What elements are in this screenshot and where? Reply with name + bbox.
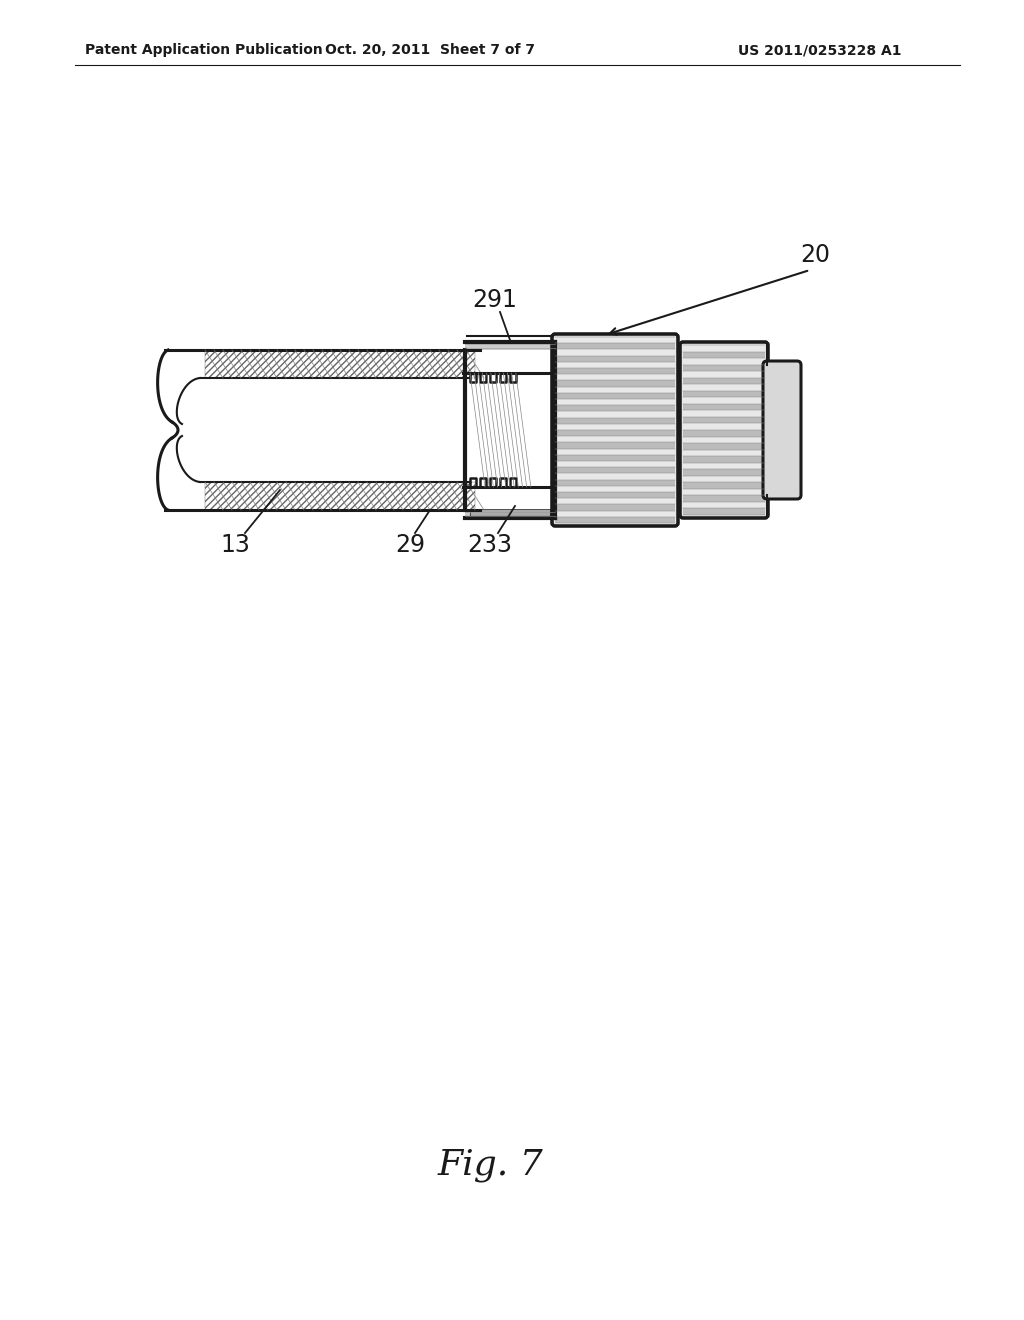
Bar [683,482,765,488]
Bar [555,498,675,504]
Bar [555,449,675,455]
Bar [683,437,765,444]
Text: Oct. 20, 2011  Sheet 7 of 7: Oct. 20, 2011 Sheet 7 of 7 [325,44,535,57]
Bar [683,364,765,371]
Bar [555,387,675,393]
Bar [683,463,765,469]
Bar [683,469,765,475]
Bar [555,337,675,343]
Bar [683,424,765,430]
Bar [683,444,765,450]
Bar [683,457,765,463]
FancyBboxPatch shape [552,334,678,525]
Bar [555,350,675,355]
Bar [555,405,675,412]
Bar [555,517,675,523]
Bar [555,467,675,474]
Bar [555,436,675,442]
Bar [683,378,765,384]
Bar [683,397,765,404]
Text: 29: 29 [395,533,425,557]
FancyBboxPatch shape [680,342,768,517]
Bar [465,342,556,350]
Bar [683,417,765,424]
Bar [555,511,675,517]
Bar [683,502,765,508]
Bar [555,412,675,417]
Bar [683,404,765,411]
Bar [683,411,765,417]
Bar [683,384,765,391]
Bar [555,424,675,430]
Text: 20: 20 [800,243,830,267]
Bar [555,442,675,449]
Bar [555,399,675,405]
Bar [683,475,765,482]
Bar [555,355,675,362]
Bar [555,343,675,350]
Bar [683,358,765,364]
Bar [683,508,765,515]
Bar [555,479,675,486]
Bar [555,393,675,399]
Bar [470,510,550,517]
Bar [555,417,675,424]
FancyBboxPatch shape [763,360,801,499]
Polygon shape [205,482,475,510]
Bar [683,371,765,378]
Bar [683,450,765,457]
Text: Patent Application Publication: Patent Application Publication [85,44,323,57]
Bar [555,380,675,387]
Bar [683,391,765,397]
Bar [555,492,675,498]
Bar [555,374,675,380]
Bar [555,504,675,511]
Bar [683,430,765,437]
Text: 291: 291 [472,288,517,312]
Bar [683,488,765,495]
Bar [555,461,675,467]
Bar [555,486,675,492]
Bar [683,351,765,358]
Bar [555,368,675,374]
Bar [683,495,765,502]
Bar [683,345,765,351]
Bar [555,455,675,461]
Bar [555,430,675,436]
Text: US 2011/0253228 A1: US 2011/0253228 A1 [738,44,902,57]
Bar [555,474,675,479]
Text: 233: 233 [468,533,512,557]
Text: Fig. 7: Fig. 7 [437,1148,543,1181]
Bar [555,362,675,368]
Text: 13: 13 [220,533,250,557]
Bar [465,510,556,517]
Polygon shape [205,350,475,378]
